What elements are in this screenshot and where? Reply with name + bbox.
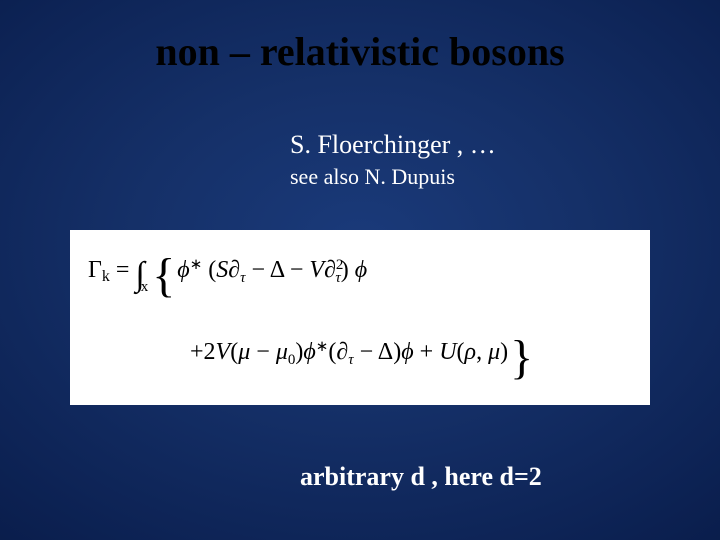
integral-subscript-x: x [141,279,149,295]
s-coeff: S [216,257,228,283]
equation-box: Γk = ∫x{ϕ∗ (S∂τ − Δ − V∂2τ) ϕ +2V(μ − μ0… [70,230,650,405]
slide-title: non – relativistic bosons [0,28,720,75]
right-brace: } [510,330,533,385]
plus-u: + [414,339,440,365]
mu0-base: μ [276,339,288,365]
comma: , [476,339,488,365]
mu-1: μ [238,339,250,365]
gamma-symbol: Γ [88,257,102,283]
equals-sign: = [110,257,136,283]
phi-star-2-sup: ∗ [316,339,329,355]
mu-2: μ [488,339,500,365]
v-coeff: V [309,257,324,283]
phi-star-sup: ∗ [190,257,203,273]
phi-star-base: ϕ [177,257,189,283]
author-line: S. Floerchinger , … [290,130,496,160]
phi-1: ϕ [355,257,367,283]
partial-3: ∂ [336,339,348,365]
see-also-line: see also N. Dupuis [290,164,455,190]
v-coeff-2: V [216,339,231,365]
plus-2: +2 [190,339,216,365]
phi-2: ϕ [401,339,413,365]
footer-note: arbitrary d , here d=2 [300,462,542,492]
gamma-subscript-k: k [102,268,110,285]
minus-delta-minus: − Δ − [246,257,310,283]
partial-1: ∂ [228,257,240,283]
minus-mu: − [250,339,276,365]
lparen-1: ( [202,257,216,283]
lparen-4: ( [457,339,465,365]
rparen-1: ) [341,257,355,283]
left-brace: { [152,248,175,303]
equation-line-1: Γk = ∫x{ϕ∗ (S∂τ − Δ − V∂2τ) ϕ [88,248,367,303]
phi-star-2-base: ϕ [303,339,315,365]
rparen-4: ) [500,339,508,365]
minus-delta-2: − Δ) [354,339,402,365]
rho: ρ [465,339,477,365]
equation-line-2: +2V(μ − μ0)ϕ∗(∂τ − Δ)ϕ + U(ρ, μ)} [190,330,533,385]
u-potential: U [439,339,456,365]
